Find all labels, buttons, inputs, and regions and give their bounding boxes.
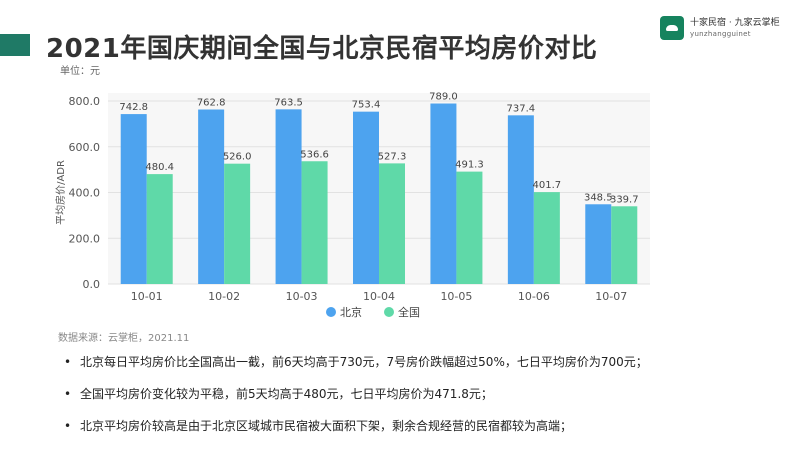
bar-beijing: [585, 204, 612, 284]
bar-beijing: [120, 114, 147, 284]
x-tick-label: 10-05: [440, 290, 472, 303]
data-label: 339.7: [610, 194, 639, 205]
x-tick-label: 10-06: [518, 290, 550, 303]
bar-national: [301, 161, 328, 284]
insight-item: 北京平均房价较高是由于北京区域城市民宿被大面积下架，剩余合规经营的民宿都较为高端…: [64, 418, 648, 450]
data-label: 789.0: [429, 92, 458, 103]
x-tick-label: 10-02: [208, 290, 240, 303]
bar-beijing: [198, 109, 225, 285]
y-tick-label: 400.0: [69, 187, 101, 200]
data-label: 348.5: [584, 192, 613, 203]
y-tick-label: 800.0: [69, 95, 101, 108]
data-label: 763.5: [274, 97, 303, 108]
y-tick-label: 0.0: [83, 278, 101, 291]
logo-name: 十家民宿 · 九家云掌柜: [690, 18, 780, 28]
legend-marker: [326, 307, 336, 317]
bar-national: [456, 171, 483, 284]
bar-national: [611, 206, 638, 284]
insight-list: 北京每日平均房价比全国高出一截，前6天均高于730元，7号房价跌幅超过50%，七…: [64, 354, 648, 450]
x-tick-label: 10-04: [363, 290, 395, 303]
insight-item: 全国平均房价变化较为平稳，前5天均高于480元，七日平均房价为471.8元；: [64, 386, 648, 418]
data-label: 753.4: [352, 100, 381, 111]
brand-logo: 十家民宿 · 九家云掌柜 yunzhangguinet: [660, 12, 780, 46]
x-tick-label: 10-03: [286, 290, 318, 303]
bar-national: [146, 174, 173, 284]
title-accent-bar: [0, 34, 30, 56]
legend-marker: [384, 307, 394, 317]
y-tick-label: 600.0: [69, 141, 101, 154]
bar-national: [224, 163, 251, 284]
bar-beijing: [430, 103, 457, 284]
data-label: 401.7: [533, 180, 562, 191]
y-axis-label: 平均房价/ADR: [54, 160, 67, 225]
bar-chart: 0.0 200.0 400.0 600.0 800.0 平均房价/ADR 742.8 480.…: [54, 92, 650, 319]
logo-url: yunzhangguinet: [690, 30, 751, 38]
bar-beijing: [353, 111, 379, 284]
data-label: 536.6: [300, 149, 329, 160]
data-label: 491.3: [455, 160, 484, 171]
data-label: 762.8: [197, 98, 226, 109]
legend-label: 全国: [398, 305, 420, 319]
y-tick-label: 200.0: [69, 232, 101, 245]
bar-beijing: [507, 115, 534, 284]
legend-label: 北京: [340, 305, 362, 319]
data-label: 737.4: [507, 103, 536, 114]
bar-national: [533, 192, 560, 284]
data-label: 527.3: [378, 151, 407, 162]
unit-label: 单位：元: [60, 66, 100, 77]
cloud-icon: [660, 16, 684, 40]
data-source: 数据来源：云掌柜，2021.11: [58, 333, 190, 344]
insight-item: 北京每日平均房价比全国高出一截，前6天均高于730元，7号房价跌幅超过50%，七…: [64, 354, 648, 386]
x-tick-label: 10-07: [595, 290, 627, 303]
data-label: 742.8: [119, 102, 148, 113]
x-tick-label: 10-01: [131, 290, 163, 303]
page-title: 2021年国庆期间全国与北京民宿平均房价对比: [46, 34, 598, 64]
data-label: 526.0: [223, 152, 252, 163]
data-label: 480.4: [145, 162, 174, 173]
bar-beijing: [275, 109, 302, 285]
bar-national: [379, 163, 405, 284]
